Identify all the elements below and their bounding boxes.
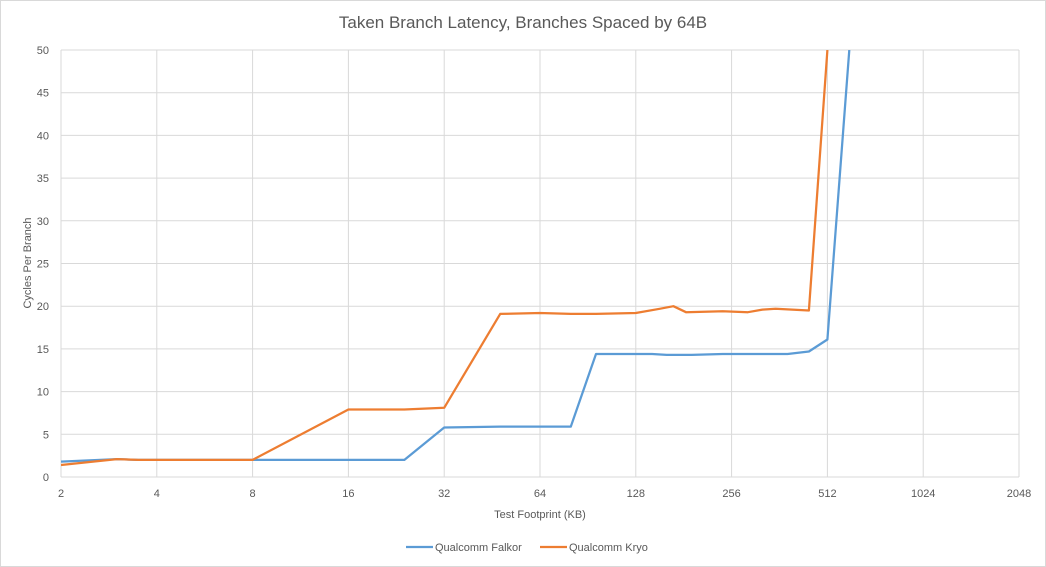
gridlines — [60, 49, 1020, 478]
x-tick-label: 256 — [722, 488, 740, 500]
y-tick-label: 0 — [43, 472, 49, 484]
legend-label-qualcomm-falkor: Qualcomm Falkor — [435, 542, 522, 554]
x-tick-label: 32 — [438, 488, 450, 500]
x-tick-label: 1024 — [911, 488, 935, 500]
y-tick-label: 40 — [37, 130, 49, 142]
y-tick-label: 25 — [37, 259, 49, 271]
y-tick-label: 30 — [37, 216, 49, 228]
y-tick-label: 45 — [37, 88, 49, 100]
series-line-qualcomm-falkor — [61, 50, 851, 463]
x-tick-label: 512 — [818, 488, 836, 500]
x-tick-label: 8 — [250, 488, 256, 500]
series-line-qualcomm-kryo — [61, 50, 829, 467]
x-tick-label: 4 — [154, 488, 160, 500]
y-tick-label: 5 — [43, 429, 49, 441]
legend: Qualcomm Falkor Qualcomm Kryo — [406, 542, 648, 554]
tick-labels: 0 5 10 15 20 25 30 35 40 45 50 2 4 8 16 32 64 128 256 512 10… — [37, 45, 1031, 500]
x-tick-label: 2 — [58, 488, 64, 500]
y-tick-label: 15 — [37, 344, 49, 356]
y-tick-label: 20 — [37, 301, 49, 313]
legend-label-qualcomm-kryo: Qualcomm Kryo — [569, 542, 648, 554]
x-tick-label: 16 — [342, 488, 354, 500]
x-tick-label: 2048 — [1007, 488, 1031, 500]
x-axis-label: Test Footprint (KB) — [494, 509, 586, 521]
series-layer — [61, 50, 851, 467]
y-tick-label: 35 — [37, 173, 49, 185]
x-tick-label: 128 — [627, 488, 645, 500]
chart-title: Taken Branch Latency, Branches Spaced by… — [339, 13, 707, 32]
y-axis-label: Cycles Per Branch — [22, 217, 34, 308]
y-tick-label: 50 — [37, 45, 49, 57]
y-tick-label: 10 — [37, 387, 49, 399]
x-tick-label: 64 — [534, 488, 546, 500]
